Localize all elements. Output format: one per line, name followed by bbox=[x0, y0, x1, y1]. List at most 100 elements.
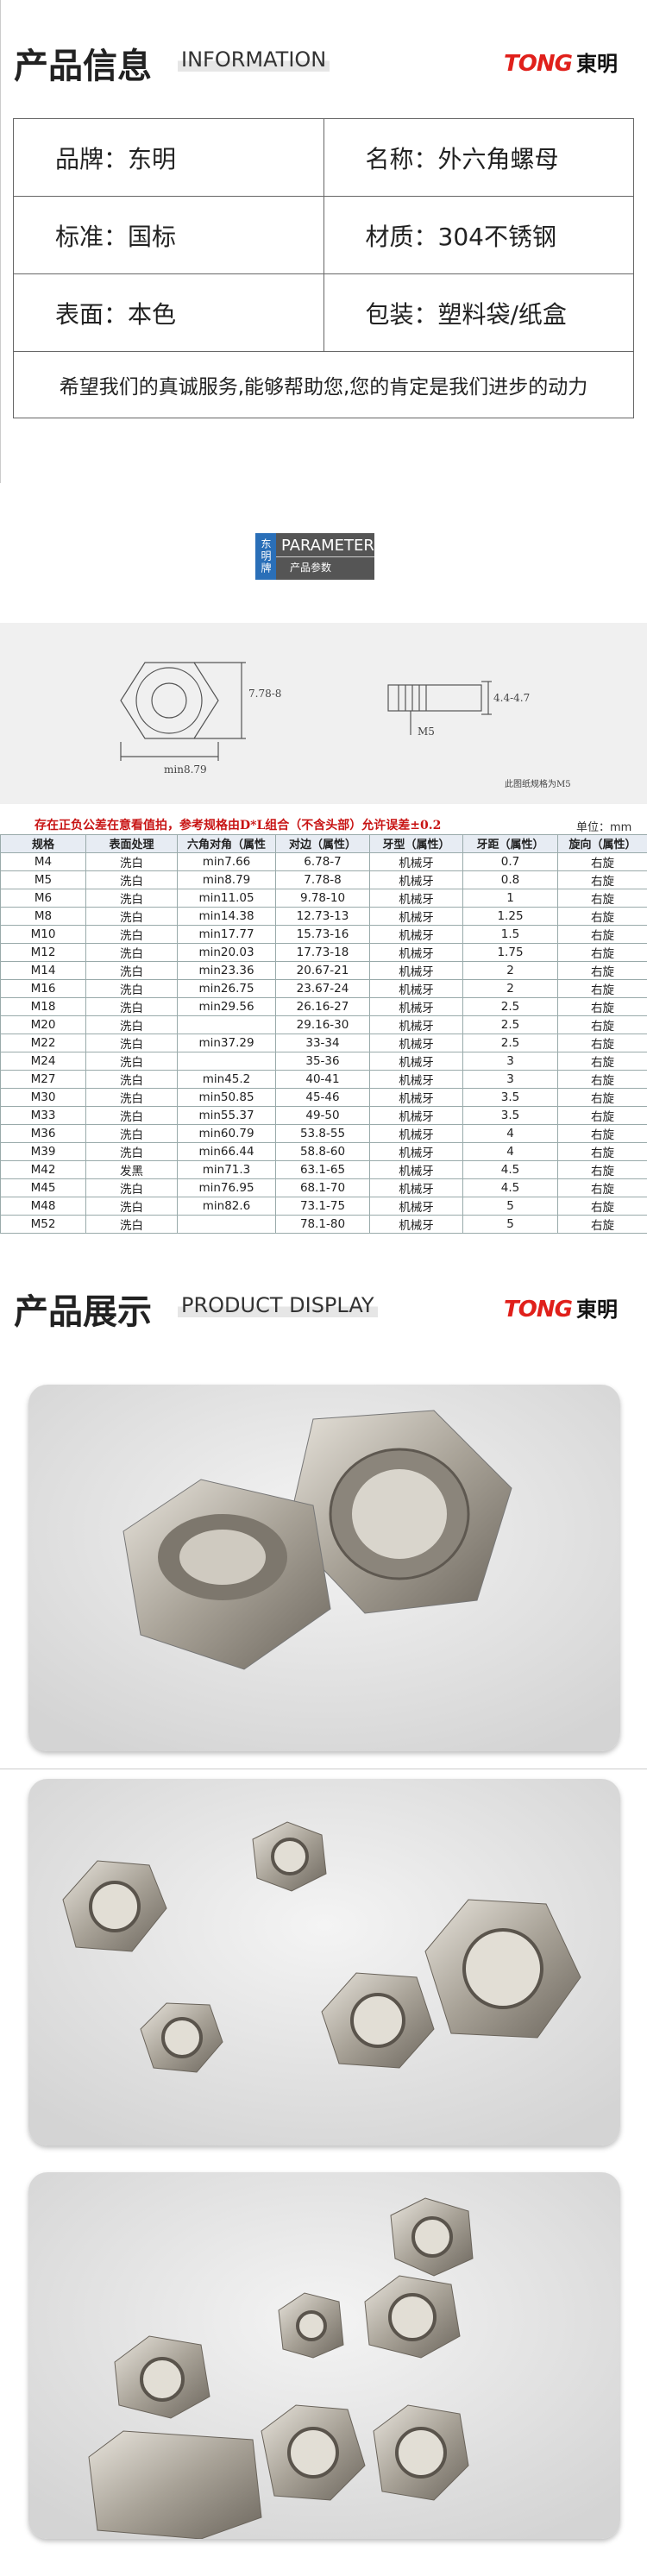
info-cell: 包装：塑料袋/纸盒 bbox=[323, 274, 634, 351]
spec-cell: min8.79 bbox=[177, 870, 276, 889]
spec-cell: 1.5 bbox=[462, 924, 558, 944]
spec-cell: M24 bbox=[0, 1051, 86, 1071]
spec-cell: 发黑 bbox=[85, 1159, 178, 1179]
thread-lines bbox=[398, 685, 427, 711]
slogan: 希望我们的真诚服务,能够帮助您,您的肯定是我们进步的动力 bbox=[59, 376, 588, 399]
spec-cell: 26.16-27 bbox=[275, 996, 370, 1016]
spec-cell: 洗白 bbox=[85, 960, 178, 980]
spec-cell: M39 bbox=[0, 1141, 86, 1161]
spec-cell: M27 bbox=[0, 1069, 86, 1089]
spec-row: M27 洗白 min45.2 40-41 机械牙 3 右旋 bbox=[0, 1069, 647, 1089]
spec-cell: min76.95 bbox=[177, 1178, 276, 1197]
spec-cell bbox=[177, 1051, 276, 1071]
spec-row: M52 洗白 78.1-80 机械牙 5 右旋 bbox=[0, 1214, 647, 1234]
brand-name: 東明 bbox=[576, 52, 619, 76]
spec-cell: 0.8 bbox=[462, 870, 558, 889]
spec-cell: 右旋 bbox=[557, 1196, 647, 1216]
spec-cell: min45.2 bbox=[177, 1069, 276, 1089]
brand-logo: TONG bbox=[504, 1297, 573, 1323]
spec-cell: 机械牙 bbox=[369, 1214, 463, 1234]
spec-row: M36 洗白 min60.79 53.8-55 机械牙 4 右旋 bbox=[0, 1123, 647, 1143]
spec-row: M4 洗白 min7.66 6.78-7 机械牙 0.7 右旋 bbox=[0, 851, 647, 871]
info-cell: 材质：304不锈钢 bbox=[323, 197, 634, 273]
dim-label: M5 bbox=[418, 726, 435, 738]
spec-cell: M18 bbox=[0, 996, 86, 1016]
spec-cell: 右旋 bbox=[557, 1123, 647, 1143]
spec-cell: 12.73-13 bbox=[275, 906, 370, 926]
spec-cell: 右旋 bbox=[557, 1178, 647, 1197]
spec-row: M24 洗白 35-36 机械牙 3 右旋 bbox=[0, 1051, 647, 1071]
spec-cell: 右旋 bbox=[557, 924, 647, 944]
badge-brand: 东明牌 bbox=[255, 533, 276, 580]
spec-cell: 洗白 bbox=[85, 851, 178, 871]
spec-table: 规格 表面处理 六角对角（属性 对边（属性） 牙型（属性） 牙距（属性） 旋向（属性） M4… bbox=[0, 834, 647, 1234]
spec-cell: 1 bbox=[462, 888, 558, 908]
spec-cell: 机械牙 bbox=[369, 1159, 463, 1179]
spec-cell: min82.6 bbox=[177, 1196, 276, 1216]
spec-cell: 右旋 bbox=[557, 1141, 647, 1161]
info-frame bbox=[0, 0, 647, 483]
spec-cell: 机械牙 bbox=[369, 870, 463, 889]
spec-cell: 3.5 bbox=[462, 1105, 558, 1125]
spec-cell: 洗白 bbox=[85, 1015, 178, 1034]
spec-row: M16 洗白 min26.75 23.67-24 机械牙 2 右旋 bbox=[0, 978, 647, 998]
section-title: 产品展示 bbox=[14, 1292, 152, 1332]
spec-cell: 机械牙 bbox=[369, 924, 463, 944]
info-row: 品牌：东明 名称：外六角螺母 bbox=[14, 119, 633, 197]
spec-cell: min7.66 bbox=[177, 851, 276, 871]
product-photo bbox=[28, 1779, 620, 2146]
spec-cell: 右旋 bbox=[557, 1159, 647, 1179]
badge-title: PARAMETER bbox=[276, 533, 374, 557]
spec-cell: 机械牙 bbox=[369, 1051, 463, 1071]
info-cell: 名称：外六角螺母 bbox=[323, 119, 634, 196]
spec-cell: M33 bbox=[0, 1105, 86, 1125]
side-view bbox=[387, 684, 482, 712]
spec-cell bbox=[177, 1214, 276, 1234]
spec-cell: 45-46 bbox=[275, 1087, 370, 1107]
spec-cell: 17.73-18 bbox=[275, 942, 370, 962]
product-photo bbox=[28, 1385, 620, 1751]
spec-cell: 右旋 bbox=[557, 1033, 647, 1052]
spec-cell: 机械牙 bbox=[369, 1196, 463, 1216]
spec-cell: 2.5 bbox=[462, 996, 558, 1016]
dim-label: min8.79 bbox=[164, 763, 207, 776]
spec-cell: 右旋 bbox=[557, 1015, 647, 1034]
spec-cell: 机械牙 bbox=[369, 942, 463, 962]
spec-cell: 右旋 bbox=[557, 960, 647, 980]
spec-cell: 右旋 bbox=[557, 870, 647, 889]
spec-cell: 机械牙 bbox=[369, 888, 463, 908]
spec-cell bbox=[177, 1015, 276, 1034]
spec-cell: 右旋 bbox=[557, 978, 647, 998]
parameter-badge: 东明牌 PARAMETER 产品参数 bbox=[255, 533, 374, 580]
spec-cell: 洗白 bbox=[85, 1087, 178, 1107]
spec-cell: 右旋 bbox=[557, 1105, 647, 1125]
spec-cell: M12 bbox=[0, 942, 86, 962]
column-header: 六角对角（属性 bbox=[177, 834, 276, 853]
spec-cell: 3 bbox=[462, 1051, 558, 1071]
spec-row: M22 洗白 min37.29 33-34 机械牙 2.5 右旋 bbox=[0, 1033, 647, 1052]
spec-cell: min60.79 bbox=[177, 1123, 276, 1143]
info-cell: 标准：国标 bbox=[55, 222, 177, 251]
spec-cell: min37.29 bbox=[177, 1033, 276, 1052]
spec-cell: 40-41 bbox=[275, 1069, 370, 1089]
spec-cell: 洗白 bbox=[85, 888, 178, 908]
spec-cell: 2 bbox=[462, 960, 558, 980]
spec-cell: 35-36 bbox=[275, 1051, 370, 1071]
spec-cell: M45 bbox=[0, 1178, 86, 1197]
spec-cell: M22 bbox=[0, 1033, 86, 1052]
spec-cell: 右旋 bbox=[557, 906, 647, 926]
spec-row: M45 洗白 min76.95 68.1-70 机械牙 4.5 右旋 bbox=[0, 1178, 647, 1197]
drawing-note: 此图纸规格为M5 bbox=[505, 778, 571, 789]
spec-cell: 机械牙 bbox=[369, 906, 463, 926]
spec-cell: 洗白 bbox=[85, 1033, 178, 1052]
badge-subtitle: 产品参数 bbox=[290, 562, 332, 574]
spec-cell: M30 bbox=[0, 1087, 86, 1107]
spec-row: M39 洗白 min66.44 58.8-60 机械牙 4 右旋 bbox=[0, 1141, 647, 1161]
drawing: 7.78-8 min8.79 4.4-4.7 M5 此图纸规格为M5 bbox=[0, 623, 647, 804]
spec-cell: 4 bbox=[462, 1141, 558, 1161]
spec-cell: M6 bbox=[0, 888, 86, 908]
spec-cell: 1.25 bbox=[462, 906, 558, 926]
brand-name: 東明 bbox=[576, 1297, 619, 1322]
spec-cell: min26.75 bbox=[177, 978, 276, 998]
spec-cell: min20.03 bbox=[177, 942, 276, 962]
